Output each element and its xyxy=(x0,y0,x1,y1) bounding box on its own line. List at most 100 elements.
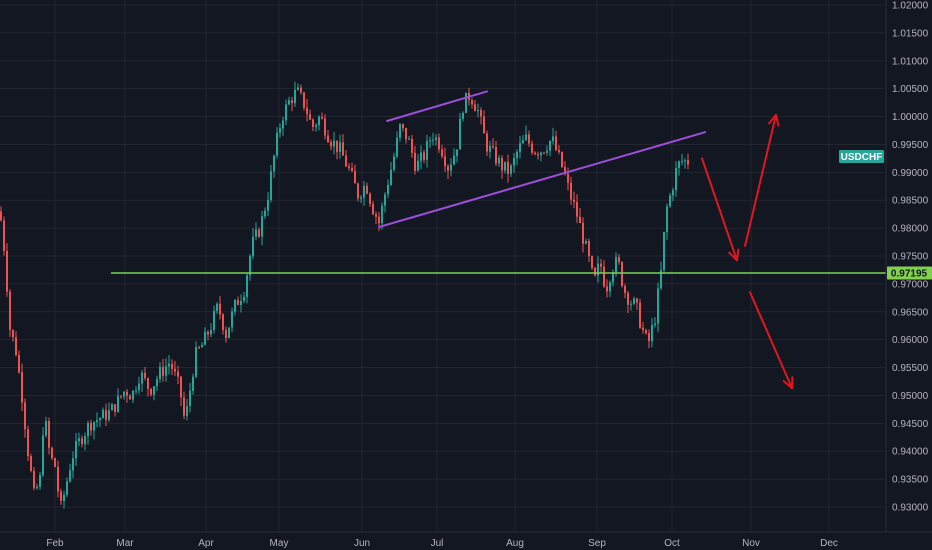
candle-body xyxy=(177,371,179,377)
candle-body xyxy=(45,421,47,436)
candle-body xyxy=(90,422,92,431)
candle-body xyxy=(678,161,680,168)
candle-body xyxy=(570,182,572,200)
price-tick-label: 0.93500 xyxy=(892,475,929,486)
candle-body xyxy=(366,185,368,194)
candle-body xyxy=(456,149,458,156)
candle-body xyxy=(633,298,635,304)
candle-body xyxy=(72,458,74,471)
candle-body xyxy=(435,137,437,140)
candle-body xyxy=(84,436,86,445)
candle-body xyxy=(393,156,395,170)
candle-body xyxy=(486,133,488,152)
candle-body xyxy=(348,166,350,169)
price-tick-label: 0.99500 xyxy=(892,140,929,151)
candle-body xyxy=(447,166,449,171)
candle-body xyxy=(66,481,68,495)
arrow-shaft xyxy=(744,113,777,247)
candle-body xyxy=(675,167,677,191)
candle-body xyxy=(384,194,386,206)
time-tick-label: Jun xyxy=(354,538,370,549)
candle-body xyxy=(156,379,158,387)
support-price-tag[interactable]: 0.97195 xyxy=(887,266,932,280)
arrow-head xyxy=(728,248,740,262)
candle-body xyxy=(264,210,266,217)
channel-upper-trendline[interactable] xyxy=(386,90,488,123)
symbol-tag[interactable]: USDCHF xyxy=(839,150,884,163)
symbol-label: USDCHF xyxy=(841,152,883,163)
candle-body xyxy=(351,168,353,171)
candle-body xyxy=(474,104,476,112)
candle-body xyxy=(69,470,71,482)
candle-body xyxy=(582,223,584,244)
channel-trendlines[interactable] xyxy=(378,90,706,228)
time-tick-label: Feb xyxy=(46,538,64,549)
price-axis-background xyxy=(886,0,932,532)
candle-body xyxy=(309,114,311,120)
candle-body xyxy=(684,160,686,162)
price-tick-label: 0.99000 xyxy=(892,168,929,179)
candle-body xyxy=(363,185,365,198)
arrow-shaft xyxy=(701,157,738,262)
candle-body xyxy=(666,206,668,232)
time-axis[interactable]: Feb Mar Apr May Jun Jul Aug Sep Oct Nov Dec xyxy=(46,538,838,549)
time-axis-background xyxy=(0,532,932,550)
candle-body xyxy=(33,470,35,489)
arrow-down-breakdown[interactable] xyxy=(749,291,794,390)
candle-body xyxy=(558,150,560,152)
candle-body xyxy=(168,363,170,367)
channel-lower-trendline[interactable] xyxy=(378,131,706,228)
candle-body xyxy=(528,134,530,144)
candle-body xyxy=(270,171,272,200)
candle-body xyxy=(321,116,323,119)
candle-body xyxy=(516,151,518,158)
candle-body xyxy=(6,251,8,292)
candle-body xyxy=(603,266,605,287)
candle-body xyxy=(417,160,419,171)
candle-body xyxy=(420,152,422,161)
candle-body xyxy=(480,109,482,117)
candle-body xyxy=(585,241,587,244)
candle-body xyxy=(315,125,317,127)
candle-body xyxy=(120,395,122,397)
arrow-up-breakout[interactable] xyxy=(744,113,780,247)
price-tick-label: 0.95000 xyxy=(892,391,929,402)
candle-body xyxy=(564,167,566,174)
price-axis[interactable]: 1.02000 1.01500 1.01000 1.00500 1.00000 0.995… xyxy=(892,1,929,514)
candle-body xyxy=(9,291,11,330)
candle-body xyxy=(501,157,503,171)
arrow-shaft xyxy=(749,291,793,390)
candle-body xyxy=(576,201,578,217)
price-tick-label: 0.94000 xyxy=(892,447,929,458)
candle-body xyxy=(636,298,638,303)
candle-body xyxy=(51,447,53,459)
candle-body xyxy=(171,363,173,369)
price-tick-label: 0.94500 xyxy=(892,419,929,430)
candle-body xyxy=(207,331,209,335)
candle-body xyxy=(546,150,548,153)
price-tick-label: 1.00500 xyxy=(892,84,929,95)
candle-body xyxy=(357,183,359,199)
candle-body xyxy=(648,333,650,342)
candle-body xyxy=(222,314,224,331)
price-tick-label: 0.93000 xyxy=(892,503,929,514)
arrow-down-to-support[interactable] xyxy=(701,157,740,262)
price-tick-label: 1.02000 xyxy=(892,1,929,12)
candle-body xyxy=(390,169,392,185)
candle-body xyxy=(129,395,131,400)
candle-body xyxy=(591,256,593,269)
support-price-label: 0.97195 xyxy=(891,269,928,280)
candle-body xyxy=(567,173,569,183)
candle-body xyxy=(555,136,557,151)
candle-body xyxy=(579,216,581,224)
candle-body xyxy=(378,216,380,224)
candle-body xyxy=(165,366,167,376)
candle-body xyxy=(312,119,314,127)
candle-body xyxy=(525,134,527,141)
forecast-arrows[interactable] xyxy=(701,113,794,390)
candle-body xyxy=(87,422,89,437)
candle-body xyxy=(621,262,623,287)
candle-body xyxy=(369,193,371,204)
candle-body xyxy=(0,211,2,221)
